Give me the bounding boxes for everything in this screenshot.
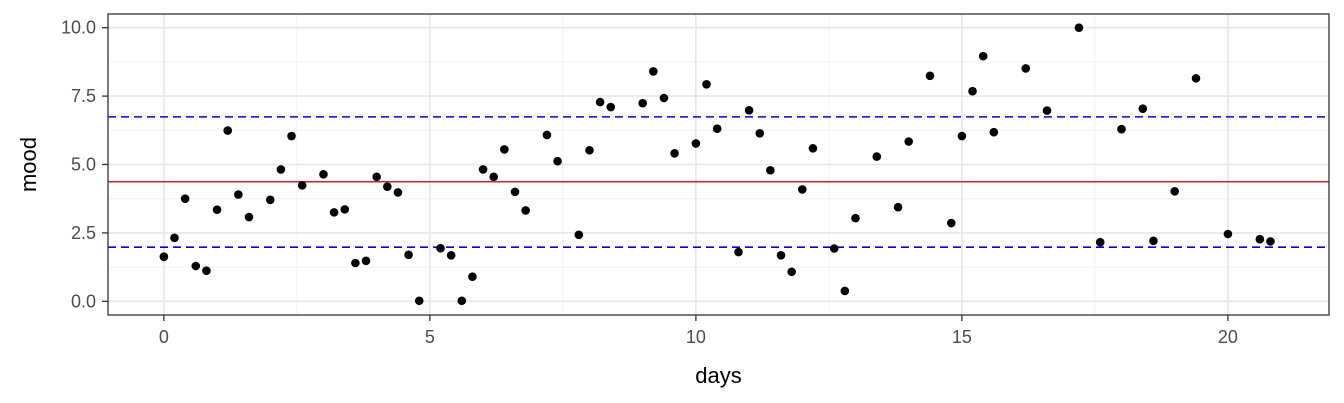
data-point <box>702 80 711 89</box>
y-tick-label: 0.0 <box>71 291 96 311</box>
y-tick-label: 7.5 <box>71 86 96 106</box>
data-point <box>297 180 307 190</box>
data-point <box>393 188 403 197</box>
x-tick-label: 5 <box>425 327 435 347</box>
data-point <box>1191 74 1201 83</box>
data-point <box>1138 104 1148 113</box>
data-point <box>404 250 413 260</box>
data-point <box>766 165 775 175</box>
data-point <box>734 247 743 257</box>
data-point <box>744 106 754 115</box>
data-point <box>659 93 669 103</box>
data-point <box>265 195 275 205</box>
data-point <box>1042 106 1052 115</box>
data-point <box>468 272 477 281</box>
data-point <box>510 187 520 197</box>
data-point <box>649 67 658 76</box>
data-point <box>1223 229 1233 239</box>
data-points <box>159 23 1275 306</box>
data-point <box>606 102 616 112</box>
x-tick-label: 15 <box>952 327 972 347</box>
data-point <box>212 205 222 214</box>
data-point <box>287 131 296 141</box>
data-point <box>893 202 903 212</box>
data-point <box>1021 64 1031 73</box>
data-point <box>446 251 456 260</box>
y-tick-label: 2.5 <box>71 223 96 243</box>
data-point <box>478 165 488 174</box>
data-point <box>755 129 765 138</box>
x-tick-label: 0 <box>159 327 169 347</box>
data-point <box>1074 23 1084 32</box>
data-point <box>957 131 967 141</box>
data-point <box>925 71 935 81</box>
y-axis: 0.0 2.5 5.0 7.5 10.0 <box>61 18 108 311</box>
data-point <box>180 194 190 204</box>
data-point <box>170 233 179 243</box>
data-point <box>1170 187 1180 196</box>
data-point <box>808 144 818 153</box>
data-point <box>383 182 392 191</box>
data-point <box>840 286 850 296</box>
x-tick-label: 10 <box>686 327 706 347</box>
data-point <box>234 190 243 199</box>
y-axis-title: mood <box>16 137 41 192</box>
data-point <box>968 86 977 96</box>
data-point <box>276 165 286 174</box>
data-point <box>329 208 339 217</box>
data-point <box>489 172 499 182</box>
data-point <box>319 170 328 179</box>
reference-lines <box>108 116 1329 248</box>
data-point <box>500 145 509 154</box>
data-point <box>436 243 445 253</box>
data-point <box>1117 124 1126 134</box>
data-point <box>595 97 605 107</box>
data-point <box>829 244 839 253</box>
data-point <box>574 230 584 240</box>
data-point <box>542 130 552 140</box>
data-point <box>1095 237 1105 247</box>
data-point <box>553 156 562 166</box>
y-tick-label: 10.0 <box>61 18 96 38</box>
x-tick-label: 20 <box>1218 327 1238 347</box>
x-axis-title: days <box>695 363 741 388</box>
data-point <box>244 212 254 222</box>
data-point <box>351 258 360 268</box>
data-point <box>159 252 169 262</box>
data-point <box>851 213 860 223</box>
data-point <box>691 139 701 148</box>
data-point <box>191 261 201 271</box>
data-point <box>372 172 381 182</box>
data-point <box>946 218 956 228</box>
data-point <box>872 152 882 161</box>
data-point <box>1255 234 1265 244</box>
data-point <box>1149 236 1158 246</box>
data-point <box>797 185 807 194</box>
data-point <box>223 126 233 135</box>
data-point <box>712 124 722 133</box>
data-point <box>787 267 796 277</box>
data-point <box>414 296 424 306</box>
y-tick-label: 5.0 <box>71 155 96 175</box>
data-point <box>521 206 530 215</box>
data-point <box>670 148 679 158</box>
data-point <box>457 296 467 306</box>
major-grid <box>108 14 1329 315</box>
data-point <box>989 127 999 137</box>
data-point <box>904 137 913 146</box>
data-point <box>585 145 594 155</box>
data-point <box>776 251 786 260</box>
data-point <box>202 266 211 275</box>
data-point <box>361 256 371 266</box>
data-point <box>1266 237 1275 246</box>
data-point <box>978 51 988 61</box>
x-axis: 0 5 10 15 20 <box>159 315 1238 347</box>
data-point <box>340 205 350 214</box>
data-point <box>638 98 647 108</box>
